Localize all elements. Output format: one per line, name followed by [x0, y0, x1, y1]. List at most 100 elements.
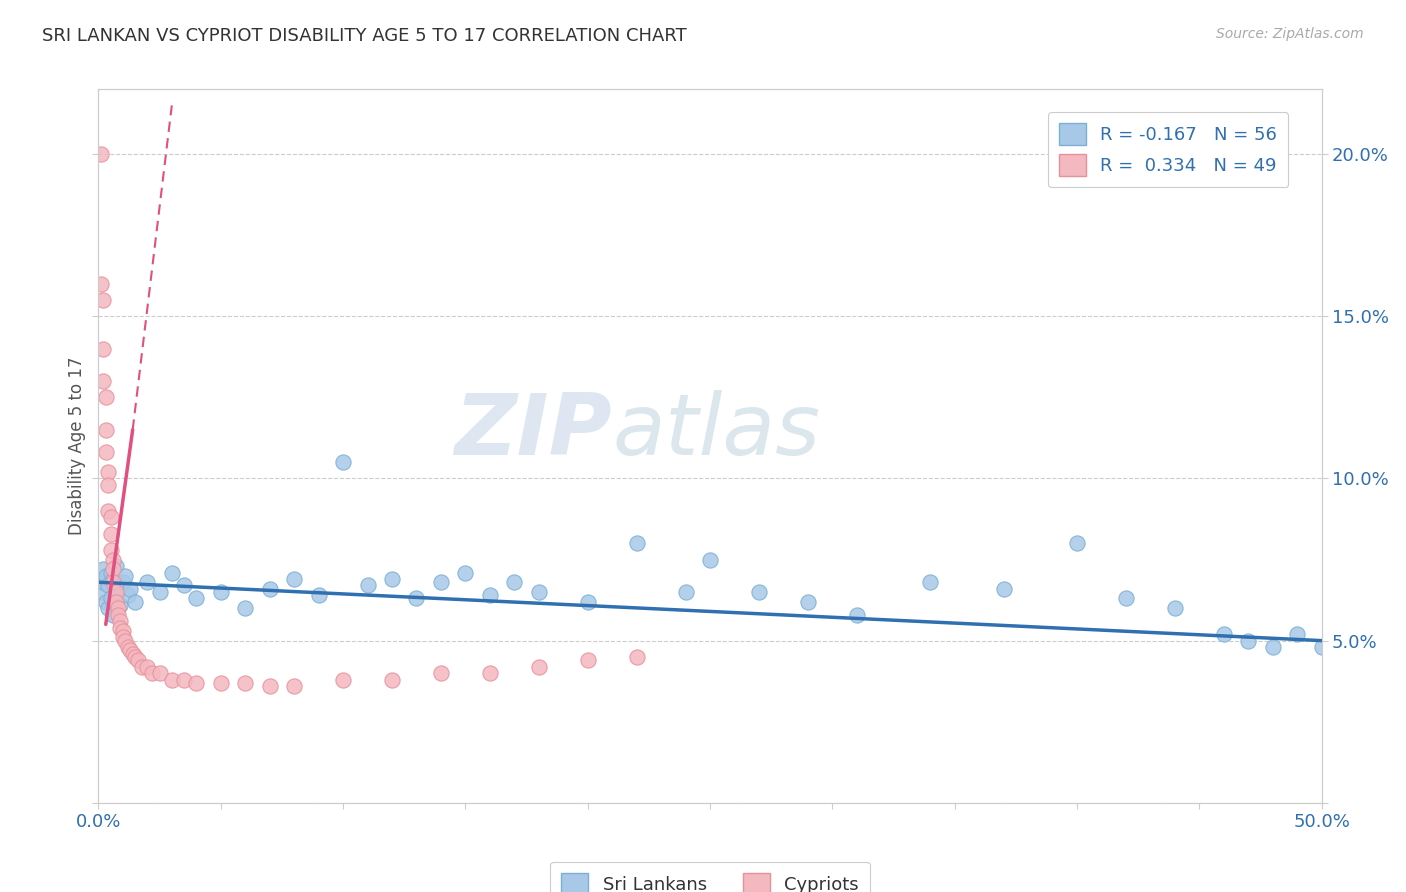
- Point: [576, 595, 599, 609]
- Point: [160, 673, 183, 687]
- Text: atlas: atlas: [612, 390, 820, 474]
- Point: [111, 631, 134, 645]
- Point: [381, 673, 404, 687]
- Point: [97, 601, 120, 615]
- Point: [100, 591, 122, 606]
- Point: [141, 666, 163, 681]
- Point: [1164, 601, 1187, 615]
- Point: [91, 575, 114, 590]
- Point: [94, 390, 117, 404]
- Point: [233, 601, 256, 615]
- Point: [107, 607, 129, 622]
- Point: [1237, 633, 1260, 648]
- Point: [1115, 591, 1137, 606]
- Point: [1286, 627, 1309, 641]
- Point: [107, 601, 129, 615]
- Point: [136, 575, 159, 590]
- Point: [626, 536, 648, 550]
- Point: [120, 582, 142, 596]
- Point: [920, 575, 942, 590]
- Text: ZIP: ZIP: [454, 390, 612, 474]
- Point: [94, 445, 117, 459]
- Point: [110, 621, 132, 635]
- Point: [283, 679, 305, 693]
- Point: [101, 575, 124, 590]
- Point: [209, 585, 232, 599]
- Point: [1261, 640, 1284, 654]
- Point: [100, 542, 122, 557]
- Point: [186, 591, 208, 606]
- Point: [111, 624, 134, 638]
- Point: [430, 666, 453, 681]
- Point: [104, 559, 127, 574]
- Point: [131, 659, 153, 673]
- Point: [94, 568, 117, 582]
- Point: [101, 572, 124, 586]
- Point: [117, 640, 139, 654]
- Point: [233, 675, 256, 690]
- Point: [576, 653, 599, 667]
- Point: [381, 572, 404, 586]
- Point: [97, 478, 120, 492]
- Point: [91, 374, 114, 388]
- Point: [104, 595, 127, 609]
- Point: [97, 504, 120, 518]
- Point: [699, 552, 721, 566]
- Point: [120, 643, 142, 657]
- Point: [186, 675, 208, 690]
- Point: [127, 653, 149, 667]
- Point: [121, 647, 143, 661]
- Point: [527, 659, 550, 673]
- Point: [90, 147, 112, 161]
- Point: [104, 585, 127, 599]
- Point: [209, 675, 232, 690]
- Point: [173, 673, 195, 687]
- Point: [91, 562, 114, 576]
- Point: [160, 566, 183, 580]
- Point: [110, 598, 132, 612]
- Point: [136, 659, 159, 673]
- Point: [100, 526, 122, 541]
- Point: [283, 572, 305, 586]
- Point: [124, 649, 146, 664]
- Point: [149, 666, 172, 681]
- Point: [405, 591, 427, 606]
- Point: [332, 455, 354, 469]
- Point: [454, 566, 477, 580]
- Point: [101, 552, 124, 566]
- Point: [97, 465, 120, 479]
- Point: [503, 575, 526, 590]
- Point: [101, 562, 124, 576]
- Point: [430, 575, 453, 590]
- Y-axis label: Disability Age 5 to 17: Disability Age 5 to 17: [67, 357, 86, 535]
- Point: [97, 578, 120, 592]
- Point: [748, 585, 770, 599]
- Point: [1066, 536, 1088, 550]
- Point: [259, 582, 281, 596]
- Point: [114, 568, 136, 582]
- Point: [845, 607, 868, 622]
- Point: [173, 578, 195, 592]
- Point: [100, 510, 122, 524]
- Point: [117, 588, 139, 602]
- Point: [1310, 640, 1333, 654]
- Point: [626, 649, 648, 664]
- Point: [797, 595, 820, 609]
- Point: [101, 607, 124, 622]
- Point: [478, 588, 501, 602]
- Point: [1212, 627, 1234, 641]
- Point: [149, 585, 172, 599]
- Point: [259, 679, 281, 693]
- Point: [91, 342, 114, 356]
- Point: [527, 585, 550, 599]
- Point: [91, 293, 114, 307]
- Text: SRI LANKAN VS CYPRIOT DISABILITY AGE 5 TO 17 CORRELATION CHART: SRI LANKAN VS CYPRIOT DISABILITY AGE 5 T…: [42, 27, 688, 45]
- Point: [111, 575, 134, 590]
- Point: [90, 585, 112, 599]
- Point: [107, 582, 129, 596]
- Point: [110, 614, 132, 628]
- Point: [94, 595, 117, 609]
- Point: [332, 673, 354, 687]
- Point: [104, 588, 127, 602]
- Point: [478, 666, 501, 681]
